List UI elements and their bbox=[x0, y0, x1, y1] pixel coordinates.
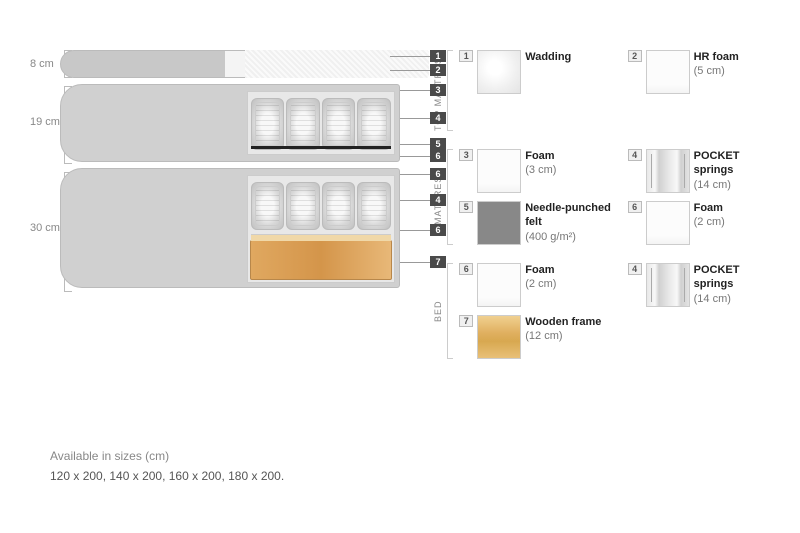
swatch-foam bbox=[646, 201, 690, 245]
legend-item: 7 Wooden frame(12 cm) bbox=[459, 315, 611, 359]
legend-top-mattress: TOP MATTRESS 1Wadding2HR foam(5 cm) bbox=[429, 50, 780, 131]
swatch-foam bbox=[477, 149, 521, 193]
layer-bed: 6 4 6 7 bbox=[60, 168, 429, 288]
swatch-felt bbox=[477, 201, 521, 245]
swatch-wadding bbox=[477, 50, 521, 94]
legend-text: Wadding bbox=[525, 50, 571, 64]
dim-label-mid: 19 cm bbox=[30, 116, 60, 128]
section-label-bed: BED bbox=[429, 263, 447, 359]
layer-mattress: 3 4 5 6 bbox=[60, 84, 429, 162]
legend-text: Foam(2 cm) bbox=[694, 201, 725, 230]
legend-text: Foam(2 cm) bbox=[525, 263, 556, 292]
legend-number: 1 bbox=[459, 50, 473, 62]
swatch-foam bbox=[646, 50, 690, 94]
legend-item: 2 HR foam(5 cm) bbox=[628, 50, 780, 131]
legend-bed: BED 6 Foam(2 cm) 4 POCKET springs(14 cm) 7 Wo… bbox=[429, 263, 780, 359]
marker-b6b: 6 bbox=[430, 224, 446, 236]
legend-item: 1 Wadding bbox=[459, 50, 611, 131]
legend-text: POCKET springs(14 cm) bbox=[694, 149, 780, 192]
legend-item: 4 POCKET springs(14 cm) bbox=[628, 149, 780, 193]
mattress-shape bbox=[60, 84, 400, 162]
legend-item: 5 Needle-punched felt(400 g/m²) bbox=[459, 201, 611, 245]
legend-item: 4 POCKET springs(14 cm) bbox=[628, 263, 780, 307]
legend-number: 6 bbox=[459, 263, 473, 275]
sizes-label: Available in sizes (cm) bbox=[50, 449, 284, 463]
swatch-foam bbox=[477, 263, 521, 307]
swatch-wood bbox=[477, 315, 521, 359]
legend-number: 2 bbox=[628, 50, 642, 62]
legend-item: 6 Foam(2 cm) bbox=[459, 263, 611, 307]
legend-text: POCKET springs(14 cm) bbox=[694, 263, 780, 306]
bed-shape bbox=[60, 168, 400, 288]
marker-b4: 4 bbox=[430, 194, 446, 206]
cross-section-diagram: 8 cm 1 2 19 cm bbox=[20, 50, 429, 513]
legend-mattress: MATTRESS 3Foam(3 cm)4POCKET springs(14 c… bbox=[429, 149, 780, 245]
mattress-diagram-infographic: 8 cm 1 2 19 cm bbox=[0, 0, 800, 533]
layer-top-mattress: 1 2 bbox=[60, 50, 429, 78]
top-mattress-shape bbox=[60, 50, 390, 78]
material-legend: TOP MATTRESS 1Wadding2HR foam(5 cm) MATT… bbox=[429, 50, 780, 513]
available-sizes: Available in sizes (cm) 120 x 200, 140 x… bbox=[50, 449, 284, 483]
legend-text: Foam(3 cm) bbox=[525, 149, 556, 178]
swatch-springs bbox=[646, 263, 690, 307]
sizes-list: 120 x 200, 140 x 200, 160 x 200, 180 x 2… bbox=[50, 469, 284, 483]
legend-text: Wooden frame(12 cm) bbox=[525, 315, 601, 344]
marker-4: 4 bbox=[430, 112, 446, 124]
marker-b7: 7 bbox=[430, 256, 446, 268]
legend-text: HR foam(5 cm) bbox=[694, 50, 739, 79]
dim-label-top: 8 cm bbox=[30, 58, 54, 70]
legend-item: 6 Foam(2 cm) bbox=[628, 201, 780, 245]
legend-number: 4 bbox=[628, 149, 642, 161]
marker-3: 3 bbox=[430, 84, 446, 96]
dim-label-bed: 30 cm bbox=[30, 222, 60, 234]
legend-number: 4 bbox=[628, 263, 642, 275]
legend-number: 3 bbox=[459, 149, 473, 161]
legend-number: 5 bbox=[459, 201, 473, 213]
marker-5: 5 bbox=[430, 138, 446, 150]
legend-number: 6 bbox=[628, 201, 642, 213]
legend-number: 7 bbox=[459, 315, 473, 327]
marker-b6a: 6 bbox=[430, 168, 446, 180]
legend-item: 3 Foam(3 cm) bbox=[459, 149, 611, 193]
marker-1: 1 bbox=[430, 50, 446, 62]
marker-6: 6 bbox=[430, 150, 446, 162]
swatch-springs bbox=[646, 149, 690, 193]
legend-text: Needle-punched felt(400 g/m²) bbox=[525, 201, 611, 244]
marker-2: 2 bbox=[430, 64, 446, 76]
